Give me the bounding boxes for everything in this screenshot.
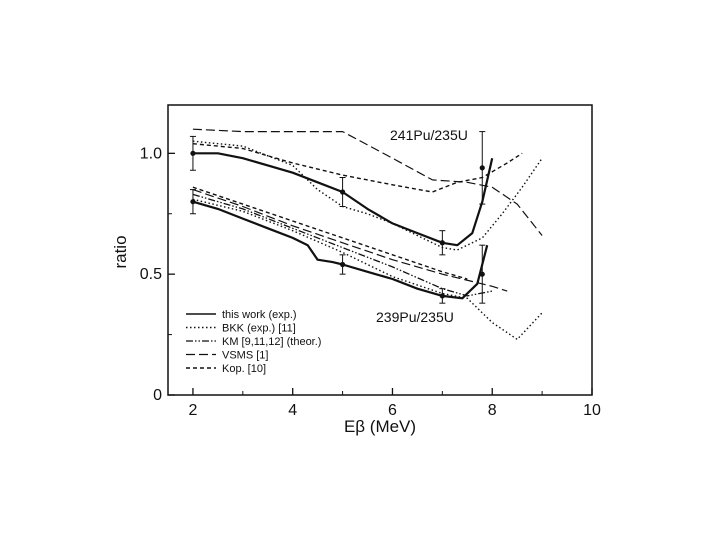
series-line-3 <box>192 143 523 193</box>
curves-layer <box>192 128 543 341</box>
plot-frame <box>167 104 593 396</box>
series-line-7 <box>192 189 508 292</box>
legend-label-0: this work (exp.) <box>222 309 297 321</box>
y-tick-label-2: 1.0 <box>140 145 162 162</box>
x-tick-label-2: 6 <box>388 402 397 419</box>
y-tick-label-0: 0 <box>153 387 162 404</box>
legend-label-2: KM [9,11,12] (theor.) <box>222 336 321 348</box>
data-point-3 <box>479 131 486 205</box>
data-point-5 <box>339 254 346 275</box>
data-point-6 <box>439 288 446 304</box>
points-layer <box>189 131 486 304</box>
series-line-4 <box>192 200 489 300</box>
x-tick-label-4: 10 <box>583 402 601 419</box>
legend: this work (exp.) BKK (exp.) [11]KM [9,11,… <box>186 309 321 375</box>
legend-label-3: VSMS [1] <box>222 350 268 362</box>
data-point-1 <box>339 177 346 207</box>
series-line-5 <box>192 198 543 341</box>
data-point-4 <box>189 189 196 215</box>
series-line-8 <box>192 186 468 280</box>
y-axis: 0 0.5 1.0 <box>140 145 175 404</box>
data-point-0 <box>189 135 196 171</box>
data-point-7 <box>479 244 486 304</box>
data-point-2 <box>439 230 446 256</box>
series-line-1 <box>192 140 543 251</box>
x-tick-label-3: 8 <box>488 402 497 419</box>
series-line-0 <box>192 152 494 247</box>
x-tick-label-0: 2 <box>188 402 197 419</box>
x-axis-title: Eβ (MeV) <box>344 417 416 436</box>
annotation-239pu: 239Pu/235U <box>376 309 454 325</box>
x-axis: 2 4 6 8 10 <box>188 388 601 419</box>
legend-label-4: Kop. [10] <box>222 363 266 375</box>
series-line-6 <box>192 193 493 297</box>
annotation-241pu: 241Pu/235U <box>390 127 468 143</box>
y-tick-label-1: 0.5 <box>140 266 162 283</box>
y-axis-title: ratio <box>111 235 130 268</box>
legend-label-1: BKK (exp.) [11] <box>222 323 296 335</box>
x-tick-label-1: 4 <box>288 402 297 419</box>
series-line-2 <box>192 128 543 236</box>
